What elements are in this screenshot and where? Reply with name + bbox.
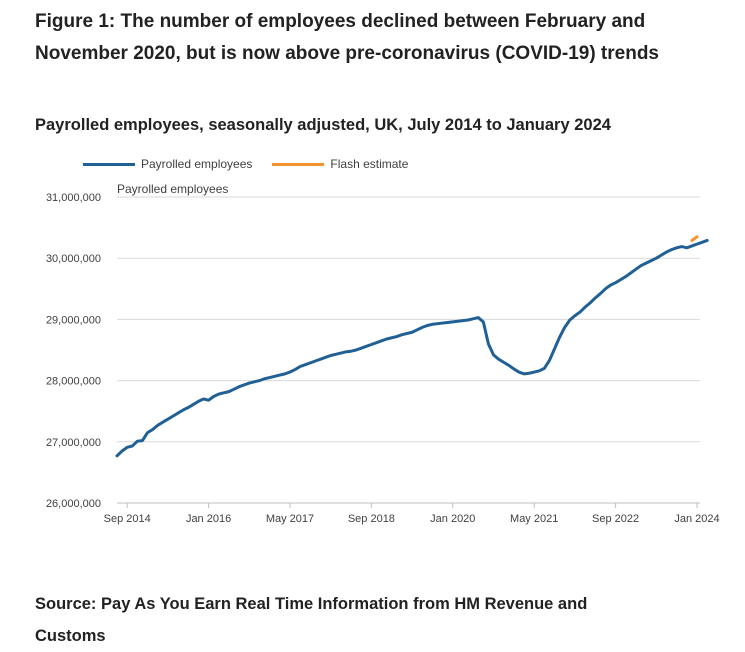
line-chart: 26,000,000 27,000,000 28,000,000 29,000,000… — [46, 182, 720, 525]
series — [115, 235, 709, 458]
legend-label-flash: Flash estimate — [330, 157, 409, 171]
x-tick-label: May 2017 — [266, 513, 314, 525]
x-tick-label: Sep 2018 — [348, 513, 395, 525]
series-line-flash[interactable] — [690, 235, 699, 242]
x-tick-label: Sep 2014 — [104, 513, 151, 525]
figure-title: Figure 1: The number of employees declin… — [35, 11, 659, 64]
y-axis-ticks: 26,000,000 27,000,000 28,000,000 29,000,000… — [46, 192, 101, 510]
x-tick-label: Jan 2024 — [674, 513, 719, 525]
legend-item-payrolled[interactable]: Payrolled employees — [83, 157, 252, 171]
x-tick-label: May 2021 — [510, 513, 558, 525]
y-tick-label: 31,000,000 — [46, 192, 101, 204]
chart-legend: Payrolled employees Flash estimate — [83, 155, 428, 173]
legend-label-payrolled: Payrolled employees — [141, 157, 253, 171]
series-line-payrolled[interactable] — [115, 238, 709, 458]
legend-item-flash[interactable]: Flash estimate — [272, 157, 408, 171]
x-tick-label: Jan 2016 — [186, 513, 231, 525]
y-axis-title: Payrolled employees — [117, 182, 228, 196]
x-axis: Sep 2014 Jan 2016 May 2017 Sep 2018 Jan 2020… — [104, 503, 720, 525]
x-tick-label: Sep 2022 — [592, 513, 639, 525]
chart-title: Payrolled employees, seasonally adjusted… — [35, 116, 611, 134]
y-tick-label: 29,000,000 — [46, 314, 101, 326]
source-note: Source: Pay As You Earn Real Time Inform… — [35, 595, 588, 645]
x-tick-label: Jan 2020 — [430, 513, 475, 525]
legend-swatch-flash — [272, 162, 325, 166]
y-tick-label: 28,000,000 — [46, 376, 101, 388]
y-tick-label: 27,000,000 — [46, 437, 101, 449]
y-tick-label: 30,000,000 — [46, 253, 101, 265]
y-tick-label: 26,000,000 — [46, 498, 101, 510]
gridlines — [117, 196, 700, 504]
legend-swatch-payrolled — [83, 162, 135, 166]
